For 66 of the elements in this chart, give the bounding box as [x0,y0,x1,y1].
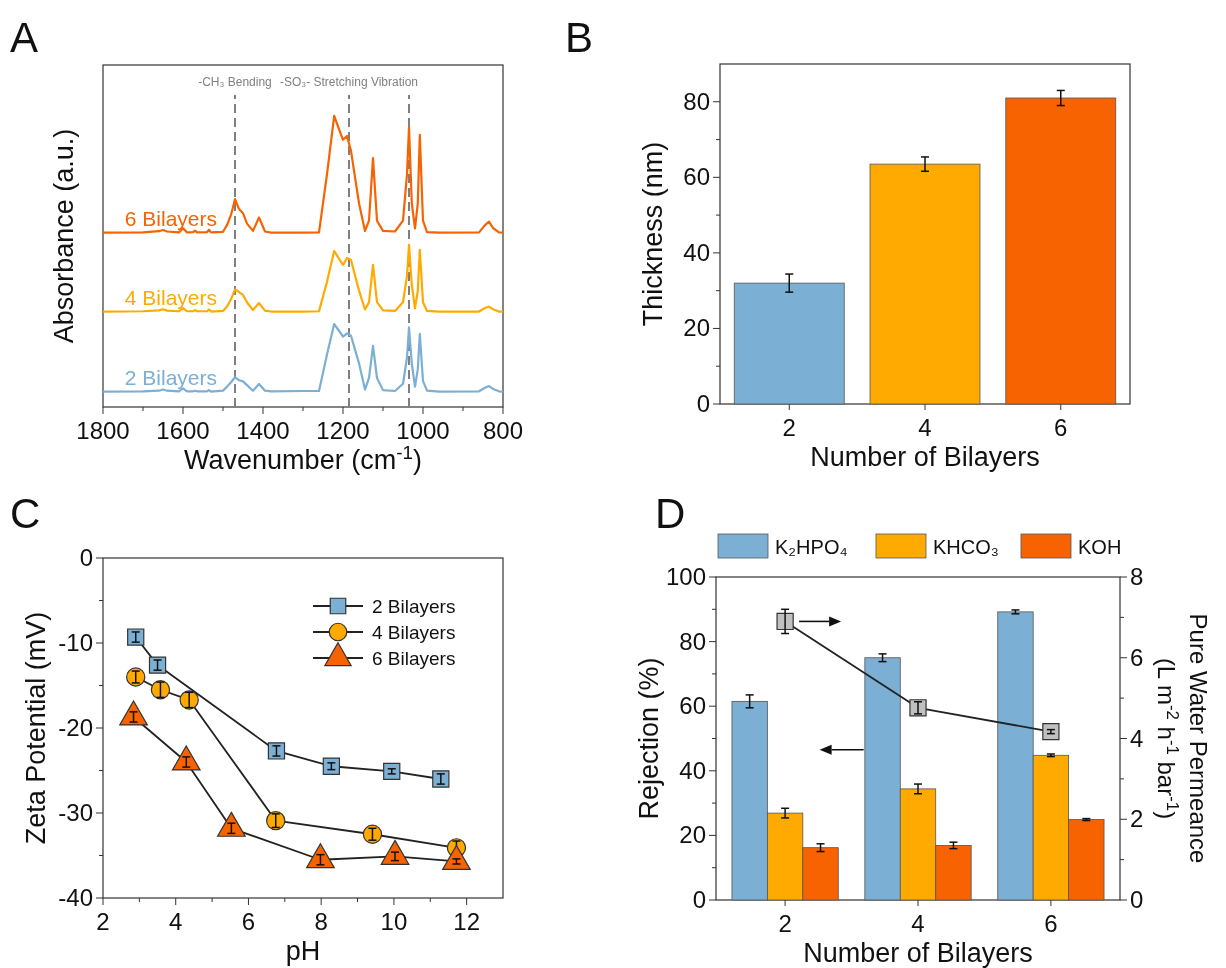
legend-label: KHCO₃ [933,536,999,558]
y2-tick-label: 2 [1130,805,1144,833]
legend-label: 4 Bilayers [372,622,456,643]
x-tick-label: 4 [918,414,932,441]
y2-tick-label: 0 [1130,886,1144,913]
chart-title: D [655,490,686,537]
y-tick-label: 0 [79,544,93,571]
y-axis-title: Rejection (%) [634,657,664,820]
chart-title: B [565,14,594,61]
y-tick-label: -20 [58,714,93,741]
y-tick-label: 20 [679,821,706,849]
series-label: 2 Bilayers [124,365,217,389]
y-tick-label: 60 [679,692,706,720]
y-tick-label: 80 [683,87,710,115]
x-axis-title: Wavenumber (cm$^{-1}$) [184,441,422,475]
x-tick-label: 4 [911,910,925,937]
ref-line-label: -CH₃ Bending [198,75,272,89]
point [1042,722,1060,741]
series-label: 4 Bilayers [124,285,217,309]
x-tick-label: 2 [778,910,792,937]
x-tick-label: 1600 [156,417,210,444]
y-tick-label: 100 [665,563,706,590]
legend-label: 2 Bilayers [372,596,456,617]
y-tick-label: 0 [696,390,710,417]
bar [869,163,981,405]
x-tick-label: 6 [1054,414,1068,441]
y-tick-label: 80 [679,627,706,655]
y-tick-label: -40 [58,884,93,911]
legend-label: KOH [1078,536,1122,558]
x-tick-label: 2 [782,414,796,441]
x-tick-label: 12 [453,908,480,935]
bar [733,282,845,405]
y-tick-label: 40 [683,238,710,266]
y2-tick-label: 6 [1130,643,1144,671]
legend-label: 6 Bilayers [372,648,456,669]
chart-title: A [10,14,39,61]
series-label: 6 Bilayers [124,206,217,230]
chart-title: C [10,490,41,537]
x-axis-title: pH [285,936,321,966]
y-axis-title: Thickness (nm) [638,141,668,327]
y-tick-label: 40 [679,756,706,784]
y-tick-label: 60 [683,163,710,191]
x-tick-label: 1800 [76,417,130,444]
y-tick-label: 20 [683,314,710,342]
ref-line-label: -SO₃- Stretching Vibration [279,75,419,89]
x-tick-label: 8 [314,908,328,935]
y-tick-label: -30 [58,799,93,826]
y2-tick-label: 4 [1130,724,1144,752]
x-tick-label: 1200 [316,417,370,444]
y-tick-label: 0 [692,886,706,913]
y2-tick-label: 8 [1130,563,1144,590]
x-tick-label: 4 [169,908,183,935]
x-tick-label: 1000 [396,417,450,444]
y-axis-title: Absorbance (a.u.) [49,128,79,344]
x-tick-label: 10 [380,908,408,935]
y-axis-title: Zeta Potential (mV) [21,611,51,845]
x-tick-label: 1400 [236,417,290,444]
bar [1005,97,1117,405]
x-tick-label: 6 [241,908,256,935]
y-tick-label: -10 [58,629,93,656]
legend-label: K₂HPO₄ [775,536,848,558]
x-tick-label: 800 [482,417,524,444]
x-tick-label: 2 [96,908,110,935]
x-axis-title: Number of Bilayers [803,938,1033,968]
x-axis-title: Number of Bilayers [810,442,1040,472]
x-tick-label: 6 [1044,910,1058,937]
